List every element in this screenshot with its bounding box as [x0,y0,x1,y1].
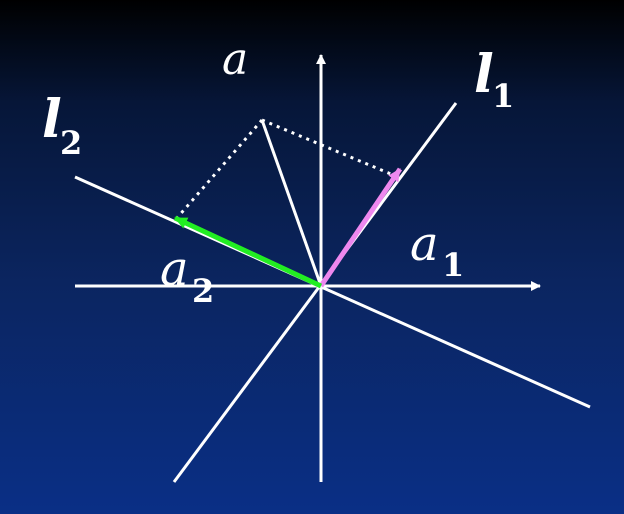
svg-text:2: 2 [192,272,214,310]
svg-text:2: 2 [60,124,82,162]
label-a: a [222,34,248,85]
svg-text:a: a [160,241,189,297]
svg-text:a: a [410,216,439,272]
line-l1 [172,102,458,483]
label-a1: a 1 [410,216,464,284]
projection-a2-arrow [173,215,323,289]
label-l2: l 2 [42,89,82,162]
svg-text:l: l [474,44,494,105]
svg-text:1: 1 [442,246,464,284]
dotted-guide-to-l2 [175,119,264,219]
projection-a1-arrow [318,167,403,288]
dotted-guide-to-l1 [261,118,399,179]
label-l1: l 1 [474,44,514,115]
label-a2: a 2 [160,241,214,310]
vector-a [260,119,323,287]
svg-text:l: l [42,89,62,150]
line-l2 [74,175,591,409]
svg-text:1: 1 [492,77,514,115]
